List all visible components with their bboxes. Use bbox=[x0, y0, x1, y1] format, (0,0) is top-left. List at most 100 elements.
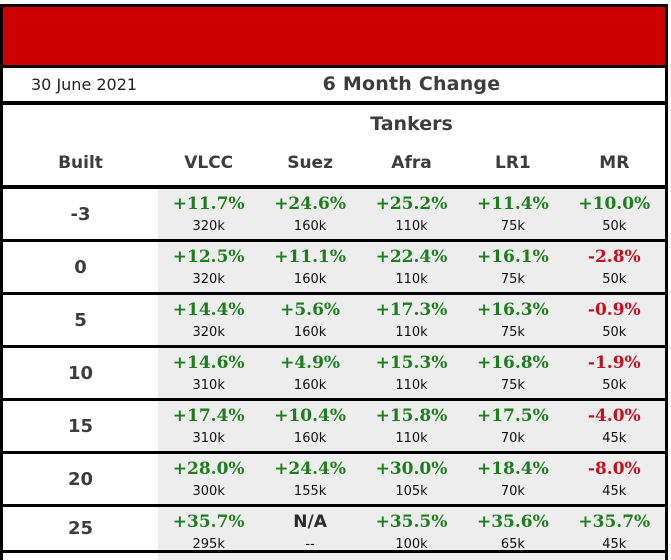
value-cell: +11.4% 75k bbox=[462, 189, 563, 239]
pct-change: N/A bbox=[293, 512, 327, 532]
pct-change: +14.4% bbox=[172, 300, 245, 320]
pct-change: -2.8% bbox=[587, 247, 641, 267]
pct-change: +12.5% bbox=[172, 247, 245, 267]
value-cell: +10.4% 160k bbox=[259, 401, 360, 451]
pct-change: +35.6% bbox=[476, 512, 549, 532]
vessel-size: 110k bbox=[395, 272, 428, 287]
value-cell: +16.8% 75k bbox=[462, 348, 563, 398]
pct-change: +16.1% bbox=[476, 247, 549, 267]
value-cell: +12.5% 320k bbox=[158, 242, 259, 292]
pct-change: +16.8% bbox=[476, 353, 549, 373]
pct-change: +25.2% bbox=[375, 194, 448, 214]
pct-change: +24.4% bbox=[274, 459, 346, 479]
built-label: 0 bbox=[3, 242, 158, 292]
cutoff-row-strip bbox=[3, 553, 665, 560]
value-cell: +11.1% 160k bbox=[259, 242, 360, 292]
pct-change: +15.8% bbox=[375, 406, 448, 426]
pct-change: +35.5% bbox=[375, 512, 448, 532]
vessel-size: 160k bbox=[293, 272, 327, 287]
value-cell: +35.6% 65k bbox=[462, 507, 563, 555]
vessel-size: 300k bbox=[192, 484, 225, 499]
row-values: +14.6% 310k +4.9% 160k +15.3% 110k +16.8… bbox=[158, 348, 665, 398]
section-title: Tankers bbox=[370, 113, 453, 135]
built-label: 5 bbox=[3, 295, 158, 345]
value-cell: +28.0% 300k bbox=[158, 454, 259, 504]
value-cell: N/A -- bbox=[259, 507, 360, 555]
vessel-size: 110k bbox=[395, 325, 428, 340]
vessel-size: 45k bbox=[602, 484, 627, 499]
value-cell: +16.1% 75k bbox=[462, 242, 563, 292]
vessel-size: 310k bbox=[192, 431, 225, 446]
vessel-size: 45k bbox=[602, 537, 627, 552]
vessel-size: 50k bbox=[602, 325, 627, 340]
vessel-size: 50k bbox=[602, 219, 627, 234]
built-label: 10 bbox=[3, 348, 158, 398]
report-sheet: 30 June 2021 6 Month Change Tankers Buil… bbox=[0, 4, 668, 560]
vessel-size: 75k bbox=[500, 378, 525, 393]
vessel-size: 75k bbox=[500, 272, 525, 287]
masthead-banner bbox=[3, 4, 665, 68]
pct-change: +10.4% bbox=[274, 406, 346, 426]
table-row: 5 +14.4% 320k +5.6% 160k +17.3% 110k +16… bbox=[3, 295, 665, 348]
column-header-built: Built bbox=[58, 153, 103, 173]
vessel-size: 50k bbox=[602, 272, 627, 287]
pct-change: -1.9% bbox=[587, 353, 641, 373]
vessel-size: 160k bbox=[293, 378, 327, 393]
pct-change: +18.4% bbox=[476, 459, 549, 479]
column-header-afra: Afra bbox=[391, 153, 432, 173]
column-headers-area: VLCC Suez Afra LR1 MR bbox=[158, 153, 665, 173]
title-row: 30 June 2021 6 Month Change bbox=[3, 68, 665, 101]
pct-change: +11.4% bbox=[476, 194, 549, 214]
pct-change: +14.6% bbox=[172, 353, 245, 373]
value-cell: -1.9% 50k bbox=[564, 348, 665, 398]
vessel-size: 160k bbox=[293, 325, 327, 340]
table-header-section: Tankers Built VLCC Suez Afra LR1 MR bbox=[3, 105, 665, 185]
vessel-size: 110k bbox=[395, 378, 428, 393]
vessel-size: 70k bbox=[500, 431, 525, 446]
pct-change: +15.3% bbox=[375, 353, 448, 373]
table-row: 20 +28.0% 300k +24.4% 155k +30.0% 105k +… bbox=[3, 454, 665, 507]
vessel-size: 320k bbox=[192, 272, 225, 287]
pct-change: +22.4% bbox=[375, 247, 448, 267]
value-cell: +10.0% 50k bbox=[564, 189, 665, 239]
vessel-size: 65k bbox=[500, 537, 525, 552]
vessel-size: 75k bbox=[500, 219, 525, 234]
vessel-size: 110k bbox=[395, 219, 428, 234]
cutoff-built-area bbox=[3, 553, 158, 560]
vessel-size: 310k bbox=[192, 378, 225, 393]
row-values: +28.0% 300k +24.4% 155k +30.0% 105k +18.… bbox=[158, 454, 665, 504]
vessel-size: 100k bbox=[395, 537, 428, 552]
value-cell: +17.3% 110k bbox=[361, 295, 462, 345]
table-row: 25 +35.7% 295k N/A -- +35.5% 100k +35.6%… bbox=[3, 507, 665, 553]
value-cell: +14.6% 310k bbox=[158, 348, 259, 398]
page-title: 6 Month Change bbox=[322, 73, 501, 95]
value-cell: +24.6% 160k bbox=[259, 189, 360, 239]
value-cell: +18.4% 70k bbox=[462, 454, 563, 504]
value-cell: +17.5% 70k bbox=[462, 401, 563, 451]
value-cell: +4.9% 160k bbox=[259, 348, 360, 398]
value-cell: -2.8% 50k bbox=[564, 242, 665, 292]
value-cell: +35.7% 45k bbox=[564, 507, 665, 555]
built-label: 25 bbox=[3, 507, 158, 550]
pct-change: +24.6% bbox=[274, 194, 346, 214]
vessel-size: 105k bbox=[395, 484, 428, 499]
row-values: +17.4% 310k +10.4% 160k +15.8% 110k +17.… bbox=[158, 401, 665, 451]
value-cell: -8.0% 45k bbox=[564, 454, 665, 504]
vessel-size: 50k bbox=[602, 378, 627, 393]
pct-change: +5.6% bbox=[280, 300, 341, 320]
value-cell: +14.4% 320k bbox=[158, 295, 259, 345]
pct-change: +30.0% bbox=[375, 459, 448, 479]
pct-change: +35.7% bbox=[578, 512, 651, 532]
pct-change: +11.1% bbox=[274, 247, 346, 267]
value-cell: +35.7% 295k bbox=[158, 507, 259, 555]
row-values: +11.7% 320k +24.6% 160k +25.2% 110k +11.… bbox=[158, 189, 665, 239]
pct-change: -0.9% bbox=[587, 300, 641, 320]
table-row: 0 +12.5% 320k +11.1% 160k +22.4% 110k +1… bbox=[3, 242, 665, 295]
value-cell: +15.3% 110k bbox=[361, 348, 462, 398]
cutoff-values-area bbox=[158, 553, 665, 560]
pct-change: -8.0% bbox=[587, 459, 641, 479]
built-label: -3 bbox=[3, 189, 158, 239]
vessel-size: -- bbox=[305, 537, 315, 552]
pct-change: +10.0% bbox=[578, 194, 651, 214]
vessel-size: 160k bbox=[293, 431, 327, 446]
